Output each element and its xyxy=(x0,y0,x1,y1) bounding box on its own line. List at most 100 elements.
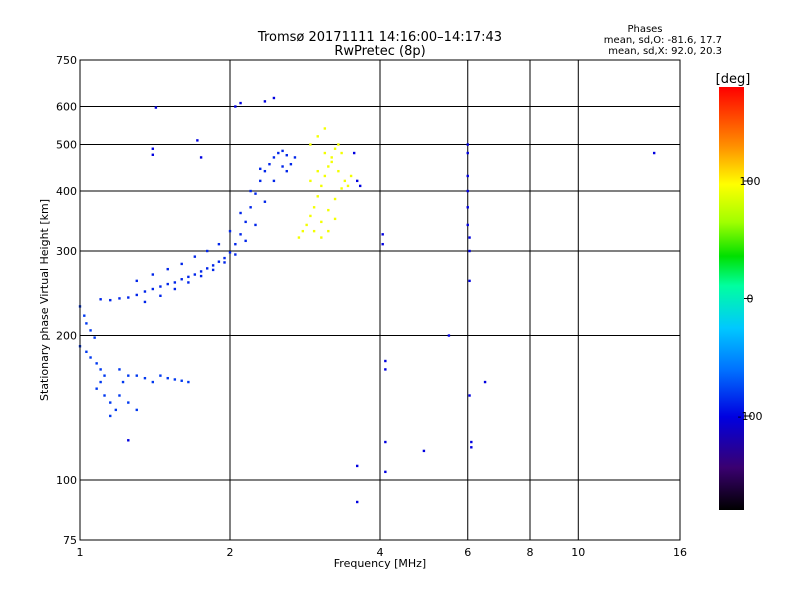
data-point xyxy=(173,378,177,381)
data-point xyxy=(166,282,169,286)
data-point xyxy=(323,127,327,130)
colorbar-ticks: 100 0 -100 xyxy=(738,175,763,423)
data-point xyxy=(239,101,242,105)
data-point xyxy=(234,105,237,108)
colorbar-tick-label: 0 xyxy=(747,293,754,306)
data-point xyxy=(254,192,257,195)
data-point xyxy=(355,179,359,183)
x-axis: 1 2 4 6 8 10 16 xyxy=(77,546,688,559)
data-point xyxy=(330,160,333,164)
data-point xyxy=(95,362,98,365)
data-point xyxy=(384,359,387,363)
data-point xyxy=(323,174,327,178)
data-point xyxy=(234,242,237,246)
data-point xyxy=(118,297,121,300)
data-point xyxy=(277,151,280,155)
data-point xyxy=(223,256,226,260)
data-point xyxy=(151,147,155,150)
data-point xyxy=(99,368,102,371)
data-point xyxy=(211,268,215,272)
data-point xyxy=(333,217,337,221)
y-axis-label: Stationary phase Virtual Height [km] xyxy=(38,199,51,401)
colorbar-tick-label: 100 xyxy=(740,175,761,188)
data-point xyxy=(159,294,162,297)
data-point xyxy=(135,279,138,283)
data-point xyxy=(173,287,177,291)
y-axis: 75 100 200 300 400 500 600 750 xyxy=(56,54,77,547)
x-tick-label: 10 xyxy=(571,546,585,559)
data-point xyxy=(239,211,242,215)
y-tick-label: 100 xyxy=(56,474,77,487)
data-point xyxy=(268,162,271,166)
data-point xyxy=(228,229,232,233)
data-point xyxy=(196,139,199,142)
data-point xyxy=(470,446,473,449)
plot-frame xyxy=(79,59,681,541)
data-point xyxy=(244,239,247,243)
data-point xyxy=(259,179,262,183)
data-point xyxy=(468,394,471,397)
data-point xyxy=(143,300,147,304)
x-tick-label: 2 xyxy=(227,546,234,559)
data-point xyxy=(259,167,262,171)
data-point xyxy=(234,253,237,256)
data-point xyxy=(272,156,276,159)
data-point xyxy=(281,149,284,153)
data-point xyxy=(159,285,162,288)
data-point xyxy=(103,394,106,397)
data-point xyxy=(187,275,190,279)
data-point xyxy=(263,200,267,203)
data-point xyxy=(159,374,162,377)
data-point xyxy=(143,290,147,293)
data-point xyxy=(422,449,426,453)
data-point xyxy=(340,151,343,155)
stats-x-mode: mean, sd,X: 92.0, 20.3 xyxy=(608,46,722,57)
data-point xyxy=(135,374,138,377)
data-point xyxy=(312,229,316,233)
data-point xyxy=(103,374,106,377)
data-point xyxy=(99,380,102,384)
data-point xyxy=(217,242,221,246)
data-point xyxy=(323,151,327,155)
data-point xyxy=(254,223,257,227)
colorbar-label: [deg] xyxy=(716,72,751,87)
data-point xyxy=(285,169,288,173)
data-point xyxy=(151,380,155,384)
data-point xyxy=(355,500,359,504)
data-point xyxy=(127,374,130,377)
data-point xyxy=(239,233,242,236)
data-point xyxy=(327,165,330,168)
stats-title: Phases xyxy=(627,24,662,35)
y-tick-label: 600 xyxy=(56,101,77,114)
data-point xyxy=(309,214,312,218)
x-tick-label: 6 xyxy=(464,546,471,559)
data-point xyxy=(384,368,387,371)
data-point xyxy=(151,287,155,291)
data-point xyxy=(468,279,471,283)
colorbar-tick-label: -100 xyxy=(738,410,763,423)
x-tick-label: 16 xyxy=(673,546,687,559)
data-point xyxy=(263,169,267,173)
data-point xyxy=(466,143,469,146)
data-point xyxy=(187,380,190,384)
data-point xyxy=(301,229,305,233)
data-point xyxy=(121,380,125,384)
data-point xyxy=(340,187,343,190)
data-point xyxy=(93,336,96,339)
data-point xyxy=(99,298,102,301)
y-tick-label: 750 xyxy=(56,54,77,67)
data-point xyxy=(309,143,312,146)
chart-subtitle: RwPretec (8p) xyxy=(334,44,425,59)
data-point xyxy=(309,179,312,183)
data-point xyxy=(384,470,387,474)
data-point xyxy=(352,151,356,155)
y-tick-label: 500 xyxy=(56,139,77,152)
data-point xyxy=(228,251,232,254)
data-point xyxy=(173,281,177,284)
data-point xyxy=(346,184,350,188)
data-point xyxy=(468,249,471,253)
data-point xyxy=(312,206,316,209)
data-point xyxy=(468,236,471,239)
data-point xyxy=(151,153,155,156)
data-point xyxy=(343,179,347,183)
